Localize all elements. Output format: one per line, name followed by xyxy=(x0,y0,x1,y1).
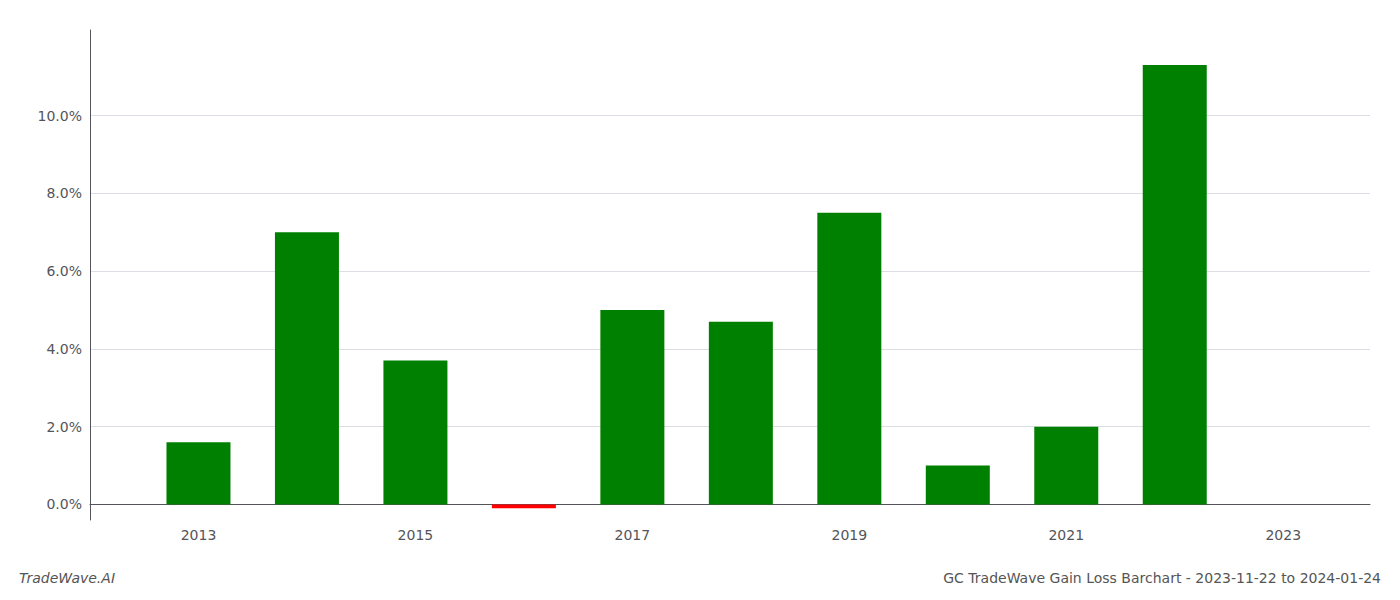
svg-text:6.0%: 6.0% xyxy=(46,263,82,279)
svg-text:2023: 2023 xyxy=(1265,527,1301,543)
svg-text:2.0%: 2.0% xyxy=(46,419,82,435)
svg-text:2013: 2013 xyxy=(181,527,217,543)
svg-text:2015: 2015 xyxy=(398,527,434,543)
svg-text:10.0%: 10.0% xyxy=(38,108,82,124)
svg-text:GC TradeWave Gain Loss Barchar: GC TradeWave Gain Loss Barchart - 2023-1… xyxy=(943,570,1381,586)
svg-text:0.0%: 0.0% xyxy=(46,496,82,512)
svg-text:8.0%: 8.0% xyxy=(46,185,82,201)
svg-text:TradeWave.AI: TradeWave.AI xyxy=(19,570,115,586)
svg-text:4.0%: 4.0% xyxy=(46,341,82,357)
svg-text:2021: 2021 xyxy=(1048,527,1084,543)
svg-text:2017: 2017 xyxy=(615,527,651,543)
svg-text:2019: 2019 xyxy=(832,527,868,543)
